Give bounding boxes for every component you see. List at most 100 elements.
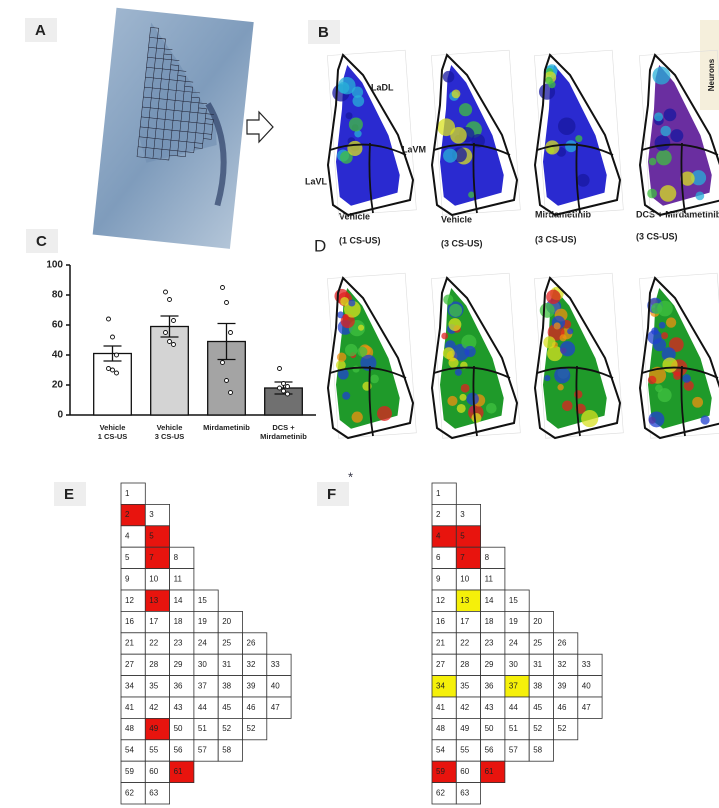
heat-spot bbox=[554, 367, 570, 383]
tissue-image bbox=[93, 8, 254, 249]
cell-label: 20 bbox=[533, 617, 542, 626]
cell-label: 59 bbox=[436, 767, 445, 776]
heat-spot bbox=[338, 82, 349, 93]
cell-label: 11 bbox=[485, 574, 494, 583]
cell-label: 39 bbox=[247, 681, 256, 690]
cell-label: 58 bbox=[533, 746, 542, 755]
cell-label: 16 bbox=[436, 617, 445, 626]
data-point bbox=[115, 353, 119, 357]
heat-spot bbox=[649, 158, 657, 166]
cell-label: 18 bbox=[174, 617, 183, 626]
heat-spot bbox=[562, 400, 573, 411]
heat-spot bbox=[648, 376, 656, 384]
cell-label: 1 bbox=[436, 489, 441, 498]
cell-label: 7 bbox=[460, 553, 465, 562]
side-label: Neurons bbox=[707, 58, 716, 91]
cell-label: 12 bbox=[436, 596, 445, 605]
y-tick-label: 0 bbox=[57, 410, 63, 421]
data-point bbox=[107, 317, 111, 321]
cell-label: 38 bbox=[533, 681, 542, 690]
heat-spot bbox=[695, 191, 704, 200]
cell-label: 57 bbox=[509, 746, 518, 755]
cell-label: 40 bbox=[582, 681, 591, 690]
heat-spot bbox=[447, 396, 457, 406]
cell-label: 62 bbox=[436, 788, 445, 797]
heat-spot bbox=[449, 304, 462, 317]
heat-spot bbox=[546, 290, 560, 304]
heat-spot bbox=[651, 327, 658, 334]
heat-spot bbox=[540, 303, 555, 318]
cell-label: 9 bbox=[436, 574, 441, 583]
heat-spot bbox=[441, 333, 448, 340]
heat-spot bbox=[543, 336, 555, 348]
cell-label: 46 bbox=[558, 703, 567, 712]
heat-spot bbox=[574, 390, 582, 398]
data-point bbox=[172, 319, 176, 323]
group-label: Vehicle bbox=[441, 214, 472, 224]
cell-label: 29 bbox=[174, 660, 183, 669]
data-point bbox=[172, 343, 176, 347]
heat-spot bbox=[647, 189, 657, 199]
heat-spot bbox=[452, 90, 461, 99]
heat-spot bbox=[654, 112, 663, 121]
heat-spot bbox=[653, 338, 666, 351]
heat-spot bbox=[659, 322, 666, 329]
cell-label: 36 bbox=[174, 681, 183, 690]
cell-label: 15 bbox=[198, 596, 207, 605]
cell-label: 39 bbox=[558, 681, 567, 690]
cell-label: 35 bbox=[149, 681, 158, 690]
heat-spot bbox=[655, 135, 671, 151]
cell-label: 33 bbox=[582, 660, 591, 669]
heat-spot bbox=[656, 150, 672, 166]
panel-label: D bbox=[314, 236, 326, 255]
cell-label: 59 bbox=[125, 767, 134, 776]
cell-label: 15 bbox=[509, 596, 518, 605]
heat-spot bbox=[651, 303, 662, 314]
heat-spot bbox=[670, 129, 683, 142]
data-point bbox=[286, 392, 290, 396]
cell-label: 2 bbox=[436, 510, 441, 519]
cell-label: 9 bbox=[125, 574, 130, 583]
cell-label: 46 bbox=[247, 703, 256, 712]
heat-spot bbox=[348, 300, 355, 307]
cell-label: 29 bbox=[485, 660, 494, 669]
region-label: LaVM bbox=[402, 144, 426, 154]
group-label: (1 CS-US) bbox=[339, 235, 381, 245]
data-point bbox=[282, 389, 286, 393]
cell-label: 51 bbox=[198, 724, 207, 733]
cell-label: 31 bbox=[533, 660, 542, 669]
cell-label: 2 bbox=[125, 510, 130, 519]
cell-label: 24 bbox=[509, 639, 518, 648]
heat-spot bbox=[443, 347, 455, 359]
data-point bbox=[286, 385, 290, 389]
cell-label: 16 bbox=[125, 617, 134, 626]
cell-label: 5 bbox=[149, 532, 154, 541]
heat-spot bbox=[461, 384, 470, 393]
cell-label: 47 bbox=[271, 703, 280, 712]
data-point bbox=[225, 301, 229, 305]
heat-spot bbox=[349, 117, 363, 131]
y-tick-label: 60 bbox=[52, 320, 64, 331]
cell-label: 24 bbox=[198, 639, 207, 648]
cell-label: 36 bbox=[485, 681, 494, 690]
cell-label: 14 bbox=[485, 596, 494, 605]
cell-label: 5 bbox=[125, 553, 130, 562]
cell-label: 34 bbox=[125, 681, 134, 690]
cell-label: 49 bbox=[149, 724, 158, 733]
cell-label: 28 bbox=[149, 660, 158, 669]
heat-spot bbox=[347, 141, 362, 156]
cell-label: 57 bbox=[198, 746, 207, 755]
data-point bbox=[164, 290, 168, 294]
y-tick-label: 40 bbox=[52, 350, 64, 361]
data-point bbox=[111, 335, 115, 339]
cell-label: 40 bbox=[271, 681, 280, 690]
heat-spot bbox=[342, 314, 348, 320]
heat-spot bbox=[666, 317, 676, 327]
x-tick-label: Vehicle bbox=[157, 423, 183, 432]
x-tick-label: Mirdametinib bbox=[260, 432, 307, 441]
data-point bbox=[229, 391, 233, 395]
heat-spot bbox=[662, 357, 677, 372]
cell-label: 51 bbox=[509, 724, 518, 733]
cell-label: 22 bbox=[149, 639, 158, 648]
heat-spot bbox=[346, 112, 353, 119]
